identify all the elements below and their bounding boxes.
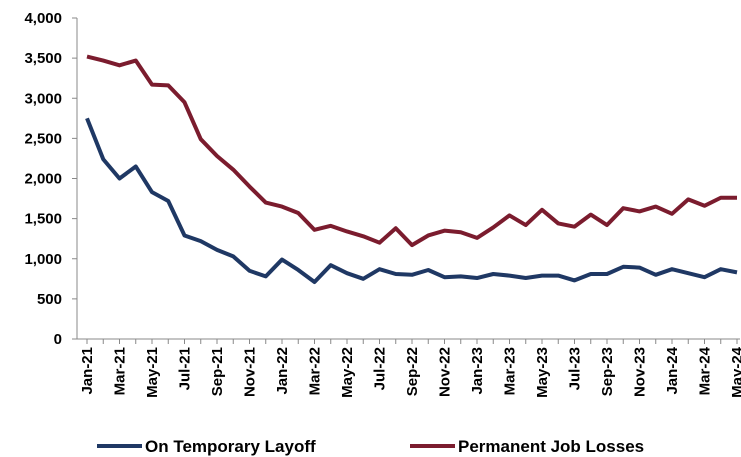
x-tick-label: Mar-23 [502,347,519,395]
y-tick-label: 1,500 [24,211,62,228]
x-tick-label: May-22 [339,347,356,398]
x-tick-label: May-21 [144,347,161,398]
legend-label: Permanent Job Losses [458,437,644,456]
y-tick-label: 0 [54,331,62,348]
x-tick-label: Mar-21 [112,347,129,395]
x-tick-label: Jan-24 [664,346,681,394]
x-tick-label: Jan-23 [469,347,486,395]
y-tick-label: 2,500 [24,130,62,147]
x-tick-label: May-24 [729,346,741,398]
series-line [86,54,737,248]
x-tick-label: Jan-21 [79,347,96,395]
x-tick-label: Mar-22 [307,347,324,395]
x-tick-label: Sep-23 [599,347,616,396]
x-tick-label: Sep-22 [404,347,421,396]
x-tick-label: Jul-23 [567,347,584,390]
x-tick-label: Jul-22 [372,347,389,390]
y-tick-label: 3,500 [24,50,62,67]
x-tick-label: Sep-21 [209,347,226,396]
x-tick-label: Nov-22 [437,347,454,397]
y-tick-label: 1,000 [24,251,62,268]
legend-label: On Temporary Layoff [145,437,316,456]
y-tick-label: 4,000 [24,10,62,27]
y-tick-label: 2,000 [24,171,62,188]
y-tick-label: 3,000 [24,90,62,107]
x-tick-label: Jul-21 [177,347,194,390]
x-tick-label: Nov-23 [632,347,649,397]
y-tick-label: 500 [37,291,62,308]
x-tick-label: Nov-21 [242,347,259,397]
x-tick-label: Jan-22 [274,347,291,395]
series-line [85,117,738,285]
x-tick-label: May-23 [534,347,551,398]
x-tick-label: Mar-24 [697,346,714,395]
